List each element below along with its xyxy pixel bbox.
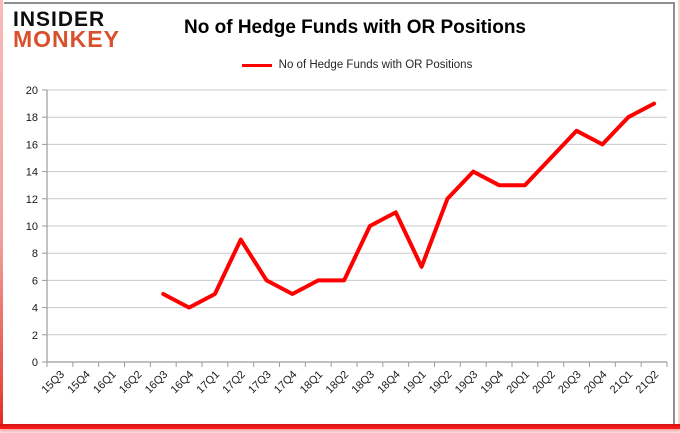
y-axis-label: 16 bbox=[26, 139, 38, 151]
x-axis-label: 17Q3 bbox=[246, 369, 274, 397]
chart-frame-top bbox=[4, 2, 675, 4]
x-axis-label: 18Q3 bbox=[350, 369, 378, 397]
y-axis-label: 0 bbox=[32, 357, 38, 369]
x-axis-label: 19Q4 bbox=[479, 369, 507, 397]
x-axis-label: 18Q4 bbox=[375, 369, 403, 397]
x-axis-label: 16Q2 bbox=[117, 369, 145, 397]
x-axis-label: 21Q2 bbox=[634, 369, 662, 397]
page-border-bottom-fade bbox=[0, 429, 680, 433]
y-axis-label: 10 bbox=[26, 221, 38, 233]
page-border-bottom bbox=[0, 424, 680, 429]
x-axis-label: 15Q3 bbox=[40, 369, 68, 397]
x-axis-label: 17Q4 bbox=[272, 369, 300, 397]
x-axis-label: 19Q1 bbox=[401, 369, 429, 397]
y-axis-label: 20 bbox=[26, 85, 38, 97]
y-axis-label: 8 bbox=[32, 248, 38, 260]
x-axis-label: 15Q4 bbox=[65, 369, 93, 397]
insider-monkey-logo: INSIDER MONKEY bbox=[13, 8, 120, 53]
x-axis-label: 16Q4 bbox=[169, 369, 197, 397]
x-axis-label: 16Q3 bbox=[143, 369, 171, 397]
legend: No of Hedge Funds with OR Positions bbox=[47, 57, 667, 73]
legend-line-swatch bbox=[241, 63, 272, 67]
x-axis-label: 19Q2 bbox=[427, 369, 455, 397]
y-axis-label: 2 bbox=[32, 330, 38, 342]
x-axis-label: 19Q3 bbox=[453, 369, 481, 397]
x-axis-label: 16Q1 bbox=[91, 369, 119, 397]
x-axis-label: 21Q1 bbox=[608, 369, 636, 397]
series-line bbox=[161, 101, 657, 310]
y-axis-label: 18 bbox=[26, 112, 38, 124]
page-border-right bbox=[678, 0, 680, 433]
x-axis-label: 20Q3 bbox=[556, 369, 584, 397]
x-axis-label: 20Q1 bbox=[505, 369, 533, 397]
page-border-left bbox=[0, 0, 3, 433]
x-axis-label: 18Q2 bbox=[324, 369, 352, 397]
chart-title: No of Hedge Funds with OR Positions bbox=[184, 17, 526, 38]
y-axis-label: 4 bbox=[32, 303, 38, 315]
y-axis-label: 14 bbox=[26, 167, 38, 179]
legend-label: No of Hedge Funds with OR Positions bbox=[278, 59, 473, 71]
x-axis-label: 20Q2 bbox=[530, 369, 558, 397]
y-axis-label: 6 bbox=[32, 275, 38, 287]
y-axis-label: 12 bbox=[26, 194, 38, 206]
logo-text-insider: INSIDER bbox=[13, 8, 106, 31]
logo-text-monkey: MONKEY bbox=[13, 26, 120, 53]
chart-frame-right bbox=[673, 2, 675, 425]
x-axis-label: 20Q4 bbox=[582, 369, 610, 397]
x-axis-label: 17Q2 bbox=[220, 369, 248, 397]
x-axis-label: 17Q1 bbox=[195, 369, 223, 397]
x-axis-label: 18Q1 bbox=[298, 369, 326, 397]
